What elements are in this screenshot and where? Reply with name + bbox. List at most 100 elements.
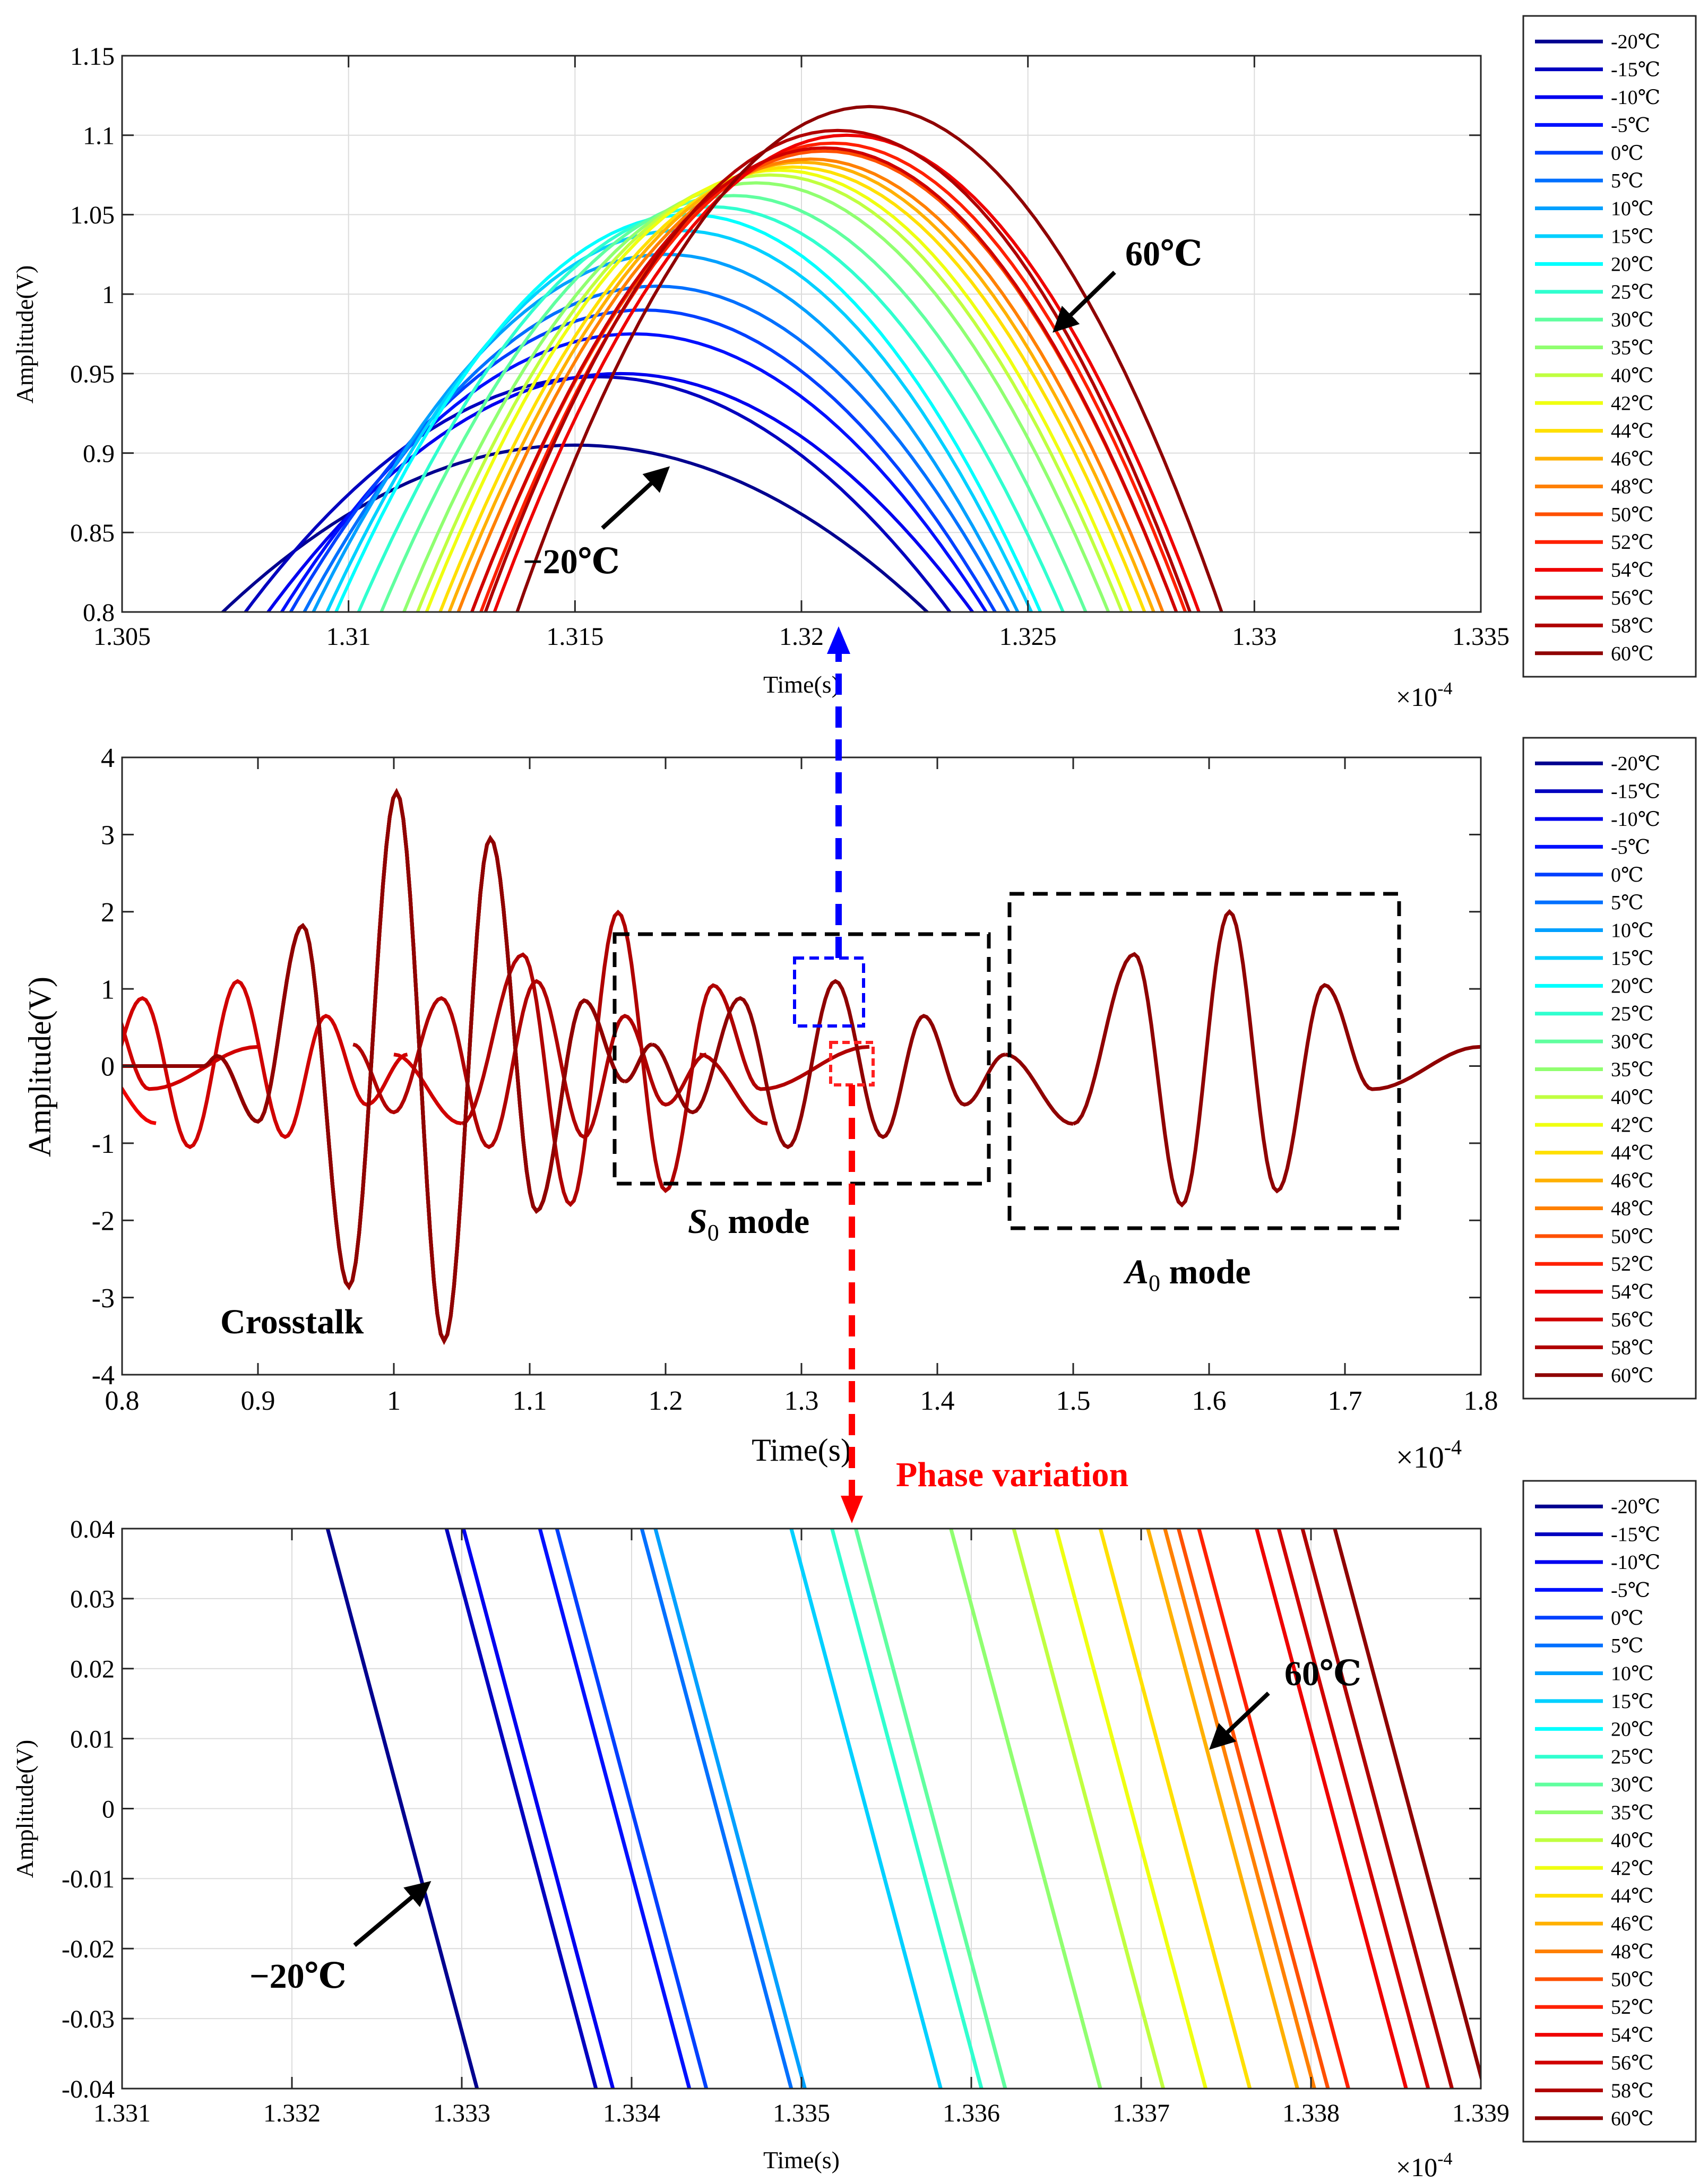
axes2-ytick-label: 0.01 — [70, 1725, 115, 1753]
middle-crosstalk-line — [122, 788, 626, 1345]
legend-label: 48℃ — [1611, 476, 1654, 498]
axes2-xtick-label: 1.335 — [773, 2099, 830, 2127]
bottom-series-line — [949, 1529, 1102, 2089]
legend-label: 52℃ — [1611, 1253, 1654, 1275]
legend-label: -5℃ — [1611, 114, 1650, 136]
legend-label: -5℃ — [1611, 1579, 1650, 1601]
top-x-exponent-base: ×10 — [1396, 682, 1437, 712]
s0-letter: S — [688, 1202, 708, 1241]
bottom-series-line — [653, 1529, 807, 2089]
crosstalk-label: Crosstalk — [220, 1303, 364, 1341]
legend-label: 25℃ — [1611, 1003, 1654, 1025]
bottom-series-line — [1146, 1529, 1299, 2089]
legend-label: 0℃ — [1611, 1607, 1644, 1629]
legend-label: 52℃ — [1611, 1996, 1654, 2019]
axes0-xtick-label: 1.325 — [999, 623, 1057, 651]
top-series-line — [289, 308, 997, 612]
axes1-ytick-label: 3 — [101, 821, 115, 851]
axes0-ytick-label: 1.15 — [70, 42, 115, 71]
axes1-xtick-label: 1.2 — [649, 1386, 683, 1416]
axes0-ytick-label: 0.8 — [83, 599, 115, 627]
bottom-series-lines — [325, 1529, 1481, 2089]
middle-a0-line — [122, 1019, 258, 1091]
middle-s0-line — [651, 979, 1006, 1150]
bottom-series-line — [1177, 1529, 1330, 2089]
legend-label: 5℃ — [1611, 170, 1644, 192]
axes1-xtick-label: 1.7 — [1328, 1386, 1362, 1416]
legend-label: -15℃ — [1611, 1524, 1660, 1546]
s0-mode-label: S0 mode — [688, 1202, 809, 1246]
bottom-series-line — [461, 1529, 615, 2089]
axes0-ytick-label: 0.9 — [83, 439, 115, 468]
legend-label: 15℃ — [1611, 226, 1654, 248]
top-series-line — [425, 168, 1133, 612]
legend-label: -20℃ — [1611, 1496, 1660, 1518]
legend-label: 46℃ — [1611, 1913, 1654, 1935]
legend-label: -10℃ — [1611, 87, 1660, 109]
legend-label: 10℃ — [1611, 920, 1654, 942]
middle-legend: -20℃ -15℃ -10℃ -5℃ 0℃ 5℃ 10℃ 15℃ 20℃ 25℃ 30℃ 35℃ 40℃… — [1522, 737, 1697, 1400]
middle-series-lines — [122, 788, 1481, 1345]
legend-label: 20℃ — [1611, 253, 1654, 275]
axes1-ytick-label: -2 — [92, 1206, 115, 1236]
top-x-exponent-power: -4 — [1437, 679, 1452, 698]
legend-label: -10℃ — [1611, 808, 1660, 831]
axes0-ytick-label: 1 — [102, 281, 115, 309]
middle-bridge-line — [1005, 1053, 1074, 1126]
legend-label: 42℃ — [1611, 392, 1654, 415]
top-series-line — [456, 157, 1164, 612]
top-zoom-panel: 1.305 1.31 1.315 1.32 1.325 1.33 1.335 0.8 0.85 0… — [11, 42, 1509, 712]
legend-label: 44℃ — [1611, 420, 1654, 443]
axes0-xtick-label: 1.315 — [546, 623, 603, 651]
bottom-60c-arrow — [1209, 1692, 1270, 1750]
axes2-xtick-label: 1.339 — [1452, 2099, 1509, 2127]
axes1-ytick-label: -3 — [92, 1283, 115, 1314]
axes0-ytick-label: 0.85 — [70, 519, 115, 547]
bottom-series-line — [830, 1529, 984, 2089]
axes0-ytick-label: 0.95 — [70, 360, 115, 389]
blue-arrowhead — [827, 626, 850, 654]
axes2-xtick-label: 1.334 — [603, 2099, 660, 2127]
axes0-xtick-label: 1.32 — [779, 623, 824, 651]
middle-plot-area — [122, 757, 1481, 1375]
top-legend: -20℃ -15℃ -10℃ -5℃ 0℃ 5℃ 10℃ 15℃ 20℃ 25℃ 30℃ 35℃ 40℃… — [1522, 15, 1697, 678]
axes1-ytick-label: 2 — [101, 898, 115, 928]
middle-xlabel: Time(s) — [752, 1433, 851, 1468]
legend-label: 15℃ — [1611, 947, 1654, 970]
axes1-ytick-label: 4 — [101, 743, 115, 773]
red-arrowhead — [841, 1496, 863, 1523]
middle-x-exponent: ×10-4 — [1396, 1435, 1462, 1474]
bottom-series-line — [789, 1529, 943, 2089]
legend-label: 35℃ — [1611, 1059, 1654, 1081]
top-series-line — [379, 194, 1088, 612]
bottom-ylabel: Amplitude(V) — [11, 1740, 38, 1878]
top-minus20c-label: −20℃ — [523, 542, 620, 581]
bottom-series-line — [1197, 1529, 1350, 2089]
bottom-zoom-panel: 1.331 1.332 1.333 1.334 1.335 1.336 1.337 1.338… — [11, 1515, 1509, 2182]
axes2-xtick-label: 1.333 — [433, 2099, 490, 2127]
axes1-ytick-label: 1 — [101, 974, 115, 1005]
legend-label: 20℃ — [1611, 1718, 1654, 1740]
s0-subscript: 0 — [708, 1220, 719, 1246]
axes1-xtick-label: 1.1 — [513, 1386, 547, 1416]
legend-label: -15℃ — [1611, 59, 1660, 81]
legend-label: 60℃ — [1611, 643, 1654, 665]
legend-label: 40℃ — [1611, 1830, 1654, 1852]
axes2-ytick-label: -0.04 — [62, 2075, 115, 2103]
legend-label: 25℃ — [1611, 1746, 1654, 1769]
legend-label: 56℃ — [1611, 2052, 1654, 2074]
top-60c-label: 60℃ — [1125, 235, 1202, 273]
axes1-xtick-label: 0.9 — [241, 1386, 275, 1416]
legend-label: 56℃ — [1611, 1309, 1654, 1331]
legend-label: 30℃ — [1611, 1774, 1654, 1796]
axes2-ytick-label: 0.03 — [70, 1585, 115, 1614]
legend-label: 60℃ — [1611, 1365, 1654, 1387]
legend-label: 35℃ — [1611, 1802, 1654, 1824]
top-ylabel: Amplitude(V) — [11, 265, 38, 404]
legend-label: 58℃ — [1611, 1336, 1654, 1359]
axes2-xtick-label: 1.337 — [1112, 2099, 1170, 2127]
axes0-xtick-label: 1.335 — [1452, 623, 1509, 651]
legend-label: -10℃ — [1611, 1551, 1660, 1574]
legend-label: 35℃ — [1611, 337, 1654, 359]
legend-label: 58℃ — [1611, 615, 1654, 637]
